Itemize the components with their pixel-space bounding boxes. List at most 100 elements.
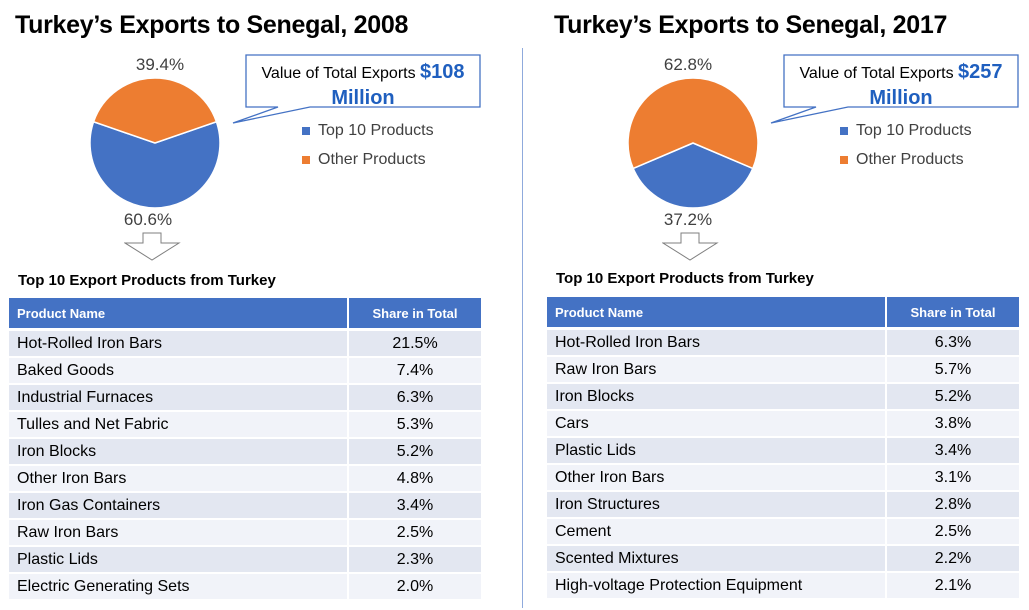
callout-box xyxy=(770,54,1019,124)
table-row: Raw Iron Bars 2.5% xyxy=(9,518,481,546)
product-share: 2.8% xyxy=(886,490,1019,518)
table-row: Iron Structures 2.8% xyxy=(547,490,1019,518)
table-row: Iron Gas Containers 3.4% xyxy=(9,491,481,519)
product-share: 2.3% xyxy=(348,545,481,573)
legend-label-other: Other Products xyxy=(318,150,426,168)
callout-suffix: Million xyxy=(869,87,933,109)
table-title: Top 10 Export Products from Turkey xyxy=(556,270,814,287)
chart-title: Turkey’s Exports to Senegal, 2017 xyxy=(554,11,948,39)
product-name: Hot-Rolled Iron Bars xyxy=(547,327,887,356)
product-name: Cement xyxy=(547,517,887,545)
table-row: Other Iron Bars 4.8% xyxy=(9,464,481,492)
legend-item-other: Other Products xyxy=(840,145,972,174)
products-table: Product Name Share in Total Hot-Rolled I… xyxy=(547,297,1019,598)
legend-item-other: Other Products xyxy=(302,145,434,174)
legend-item-top10: Top 10 Products xyxy=(840,116,972,145)
table-header-row: Product Name Share in Total xyxy=(547,297,1019,329)
product-share: 2.0% xyxy=(348,572,481,599)
header-share: Share in Total xyxy=(348,298,481,330)
product-share: 3.8% xyxy=(886,409,1019,437)
product-share: 2.5% xyxy=(886,517,1019,545)
panel-divider xyxy=(522,48,523,608)
table-row: Iron Blocks 5.2% xyxy=(547,382,1019,410)
callout-text: Value of Total Exports $108 Million xyxy=(248,60,478,112)
legend: Top 10 Products Other Products xyxy=(302,116,434,174)
product-name: Iron Structures xyxy=(547,490,887,518)
table-row: Plastic Lids 3.4% xyxy=(547,436,1019,464)
pie-label-top10: 60.6% xyxy=(124,210,172,229)
product-share: 3.4% xyxy=(348,491,481,519)
table-row: Cement 2.5% xyxy=(547,517,1019,545)
pie-slice-top10 xyxy=(632,142,754,209)
product-share: 2.2% xyxy=(886,544,1019,572)
callout-amount: $257 xyxy=(958,61,1003,83)
callout-prefix: Value of Total Exports xyxy=(261,65,421,82)
legend-swatch-other xyxy=(302,155,310,164)
legend-label-top10: Top 10 Products xyxy=(856,121,972,139)
product-name: Electric Generating Sets xyxy=(9,572,349,599)
pie-label-other: 62.8% xyxy=(664,55,712,74)
table-title: Top 10 Export Products from Turkey xyxy=(18,272,276,289)
panel-2008: Turkey’s Exports to Senegal, 2008 39.4% … xyxy=(0,0,514,610)
legend-label-top10: Top 10 Products xyxy=(318,121,434,139)
callout-prefix: Value of Total Exports xyxy=(799,65,959,82)
table-row: Hot-Rolled Iron Bars 6.3% xyxy=(547,327,1019,356)
header-share: Share in Total xyxy=(886,297,1019,329)
table-row: Industrial Furnaces 6.3% xyxy=(9,383,481,411)
down-arrow-icon xyxy=(124,232,181,261)
product-share: 5.2% xyxy=(348,437,481,465)
legend: Top 10 Products Other Products xyxy=(840,116,972,174)
table-row: High-voltage Protection Equipment 2.1% xyxy=(547,571,1019,598)
callout-amount: $108 xyxy=(420,61,465,83)
legend-label-other: Other Products xyxy=(856,150,964,168)
product-share: 5.3% xyxy=(348,410,481,438)
product-share: 5.2% xyxy=(886,382,1019,410)
table-row: Tulles and Net Fabric 5.3% xyxy=(9,410,481,438)
table-header-row: Product Name Share in Total xyxy=(9,298,481,330)
product-name: Tulles and Net Fabric xyxy=(9,410,349,438)
pie-label-other: 39.4% xyxy=(136,55,184,74)
chart-title: Turkey’s Exports to Senegal, 2008 xyxy=(15,11,409,39)
product-name: Other Iron Bars xyxy=(547,463,887,491)
products-table: Product Name Share in Total Hot-Rolled I… xyxy=(9,298,481,599)
legend-swatch-top10 xyxy=(840,126,848,135)
product-name: Iron Blocks xyxy=(547,382,887,410)
product-share: 5.7% xyxy=(886,355,1019,383)
table-row: Plastic Lids 2.3% xyxy=(9,545,481,573)
table-row: Electric Generating Sets 2.0% xyxy=(9,572,481,599)
product-share: 6.3% xyxy=(886,327,1019,356)
product-name: Raw Iron Bars xyxy=(9,518,349,546)
product-name: Cars xyxy=(547,409,887,437)
product-name: Iron Blocks xyxy=(9,437,349,465)
product-share: 6.3% xyxy=(348,383,481,411)
product-share: 3.4% xyxy=(886,436,1019,464)
header-product-name: Product Name xyxy=(547,297,887,329)
product-name: Scented Mixtures xyxy=(547,544,887,572)
product-name: Industrial Furnaces xyxy=(9,383,349,411)
product-name: Hot-Rolled Iron Bars xyxy=(9,328,349,357)
product-name: Baked Goods xyxy=(9,356,349,384)
product-share: 7.4% xyxy=(348,356,481,384)
panel-2017: Turkey’s Exports to Senegal, 2017 62.8% … xyxy=(538,0,1029,610)
table-row: Raw Iron Bars 5.7% xyxy=(547,355,1019,383)
product-share: 2.5% xyxy=(348,518,481,546)
product-name: Iron Gas Containers xyxy=(9,491,349,519)
pie-slice-other xyxy=(92,77,218,144)
legend-item-top10: Top 10 Products xyxy=(302,116,434,145)
pie-label-top10: 37.2% xyxy=(664,210,712,229)
pie-chart: 39.4% 60.6% xyxy=(89,55,221,229)
product-share: 21.5% xyxy=(348,328,481,357)
product-name: Plastic Lids xyxy=(9,545,349,573)
down-arrow-icon xyxy=(662,232,719,261)
table-row: Other Iron Bars 3.1% xyxy=(547,463,1019,491)
pie-slice-other xyxy=(627,77,759,170)
product-share: 4.8% xyxy=(348,464,481,492)
product-share: 3.1% xyxy=(886,463,1019,491)
table-row: Iron Blocks 5.2% xyxy=(9,437,481,465)
product-name: Other Iron Bars xyxy=(9,464,349,492)
pie-chart: 62.8% 37.2% xyxy=(627,55,759,229)
product-name: High-voltage Protection Equipment xyxy=(547,571,887,598)
table-row: Cars 3.8% xyxy=(547,409,1019,437)
callout-text: Value of Total Exports $257 Million xyxy=(786,60,1016,112)
legend-swatch-other xyxy=(840,155,848,164)
